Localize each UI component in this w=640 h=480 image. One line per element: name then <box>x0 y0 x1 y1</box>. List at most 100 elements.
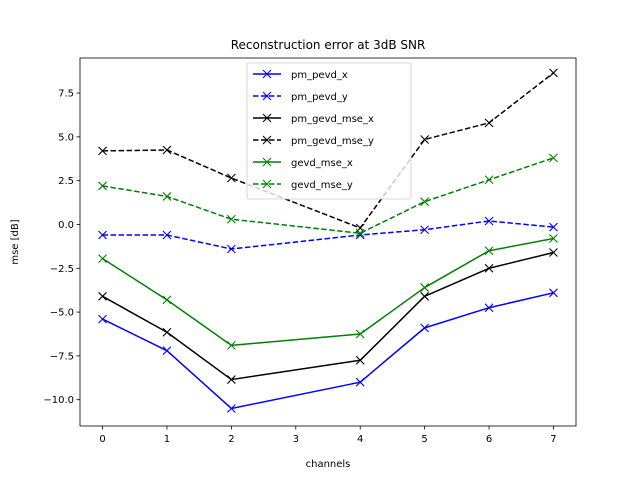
marker-stroke <box>484 175 494 185</box>
marker-stroke <box>98 254 107 264</box>
data-point <box>484 175 494 185</box>
data-point <box>420 197 430 207</box>
legend-marker <box>262 69 272 79</box>
marker-stroke <box>484 263 494 273</box>
marker-stroke <box>98 230 107 240</box>
marker-stroke <box>355 329 365 339</box>
data-point <box>549 153 558 163</box>
marker-stroke <box>262 69 272 79</box>
x-tick-label: 1 <box>164 434 170 445</box>
marker-stroke <box>420 135 430 144</box>
data-point <box>98 146 107 156</box>
marker-stroke <box>226 173 236 183</box>
marker-stroke <box>262 135 272 145</box>
x-tick-label: 3 <box>293 434 299 445</box>
legend-box <box>246 62 412 200</box>
data-point <box>98 230 107 240</box>
marker-stroke <box>420 323 430 333</box>
data-point <box>355 355 365 365</box>
marker-stroke <box>226 244 236 254</box>
x-tick-label: 4 <box>357 434 363 445</box>
marker-stroke <box>484 303 494 313</box>
data-point <box>484 303 494 313</box>
data-point <box>549 68 558 78</box>
marker-stroke <box>420 225 430 235</box>
data-point <box>420 283 430 292</box>
legend-label: pm_gevd_mse_y <box>291 136 374 147</box>
plot-frame <box>79 57 577 427</box>
data-point <box>226 375 236 384</box>
data-point <box>484 246 494 256</box>
data-point <box>98 254 107 264</box>
data-point <box>226 173 236 183</box>
legend-label: gevd_mse_x <box>291 158 353 169</box>
marker-stroke <box>420 291 430 301</box>
marker-stroke <box>355 355 365 365</box>
marker-stroke <box>98 146 107 156</box>
marker-stroke <box>162 327 172 337</box>
data-point <box>162 192 172 201</box>
marker-stroke <box>484 246 494 256</box>
marker-stroke <box>226 214 236 224</box>
data-point <box>549 222 558 232</box>
marker-stroke <box>226 404 236 413</box>
y-tick-label: 2.5 <box>58 176 74 187</box>
series-layer <box>98 68 558 413</box>
marker-stroke <box>484 118 494 128</box>
x-axis-label: channels <box>306 459 351 470</box>
legend-label: pm_pevd_x <box>291 70 348 81</box>
legend: pm_pevd_x pm_pevd_y pm_gevd_mse_x pm_gevd_m… <box>246 62 412 200</box>
data-point <box>162 230 172 240</box>
data-point <box>162 295 172 305</box>
y-tick-label: −7.5 <box>50 351 74 362</box>
marker-stroke <box>226 341 236 350</box>
legend-label: gevd_mse_y <box>291 180 353 191</box>
marker-stroke <box>162 346 172 356</box>
data-point <box>420 135 430 144</box>
series-pm-pevd-y <box>98 216 558 254</box>
data-point <box>549 248 558 257</box>
data-point <box>226 341 236 350</box>
data-point <box>355 329 365 339</box>
data-point <box>484 216 494 226</box>
x-tick-label: 6 <box>486 434 492 445</box>
marker-stroke <box>549 153 558 163</box>
data-point <box>549 234 558 243</box>
data-point <box>162 145 172 155</box>
marker-stroke <box>549 222 558 232</box>
legend-entry: pm_pevd_y <box>253 91 348 103</box>
legend-entry: gevd_mse_y <box>253 179 353 191</box>
marker-stroke <box>549 68 558 78</box>
marker-stroke <box>484 216 494 226</box>
y-tick-label: −10.0 <box>43 395 74 406</box>
legend-marker <box>262 135 272 145</box>
marker-stroke <box>262 179 272 189</box>
legend-marker <box>262 91 272 101</box>
marker-stroke <box>420 197 430 207</box>
marker-stroke <box>262 91 272 101</box>
series-pm-gevd-mse-y <box>98 68 558 233</box>
marker-stroke <box>262 157 272 167</box>
data-point <box>420 225 430 235</box>
data-point <box>98 291 107 301</box>
marker-stroke <box>262 113 272 123</box>
marker-stroke <box>226 375 236 384</box>
legend-marker <box>262 113 272 123</box>
y-axis-label: mse [dB] <box>10 219 21 264</box>
legend-entry: gevd_mse_x <box>253 157 353 169</box>
series-gevd-mse-x <box>98 234 558 350</box>
series-gevd-mse-y <box>98 153 558 238</box>
data-point <box>355 228 365 238</box>
legend-entry: pm_pevd_x <box>253 69 348 81</box>
data-point <box>226 404 236 413</box>
marker-stroke <box>549 248 558 257</box>
y-tick-label: 7.5 <box>58 89 74 100</box>
y-tick-label: 0.0 <box>58 220 74 231</box>
data-point <box>484 118 494 128</box>
chart-title: Reconstruction error at 3dB SNR <box>231 38 426 52</box>
data-point <box>162 346 172 356</box>
data-point <box>420 323 430 333</box>
series-pm-gevd-mse-x <box>98 248 558 384</box>
legend-label: pm_pevd_y <box>291 92 348 103</box>
